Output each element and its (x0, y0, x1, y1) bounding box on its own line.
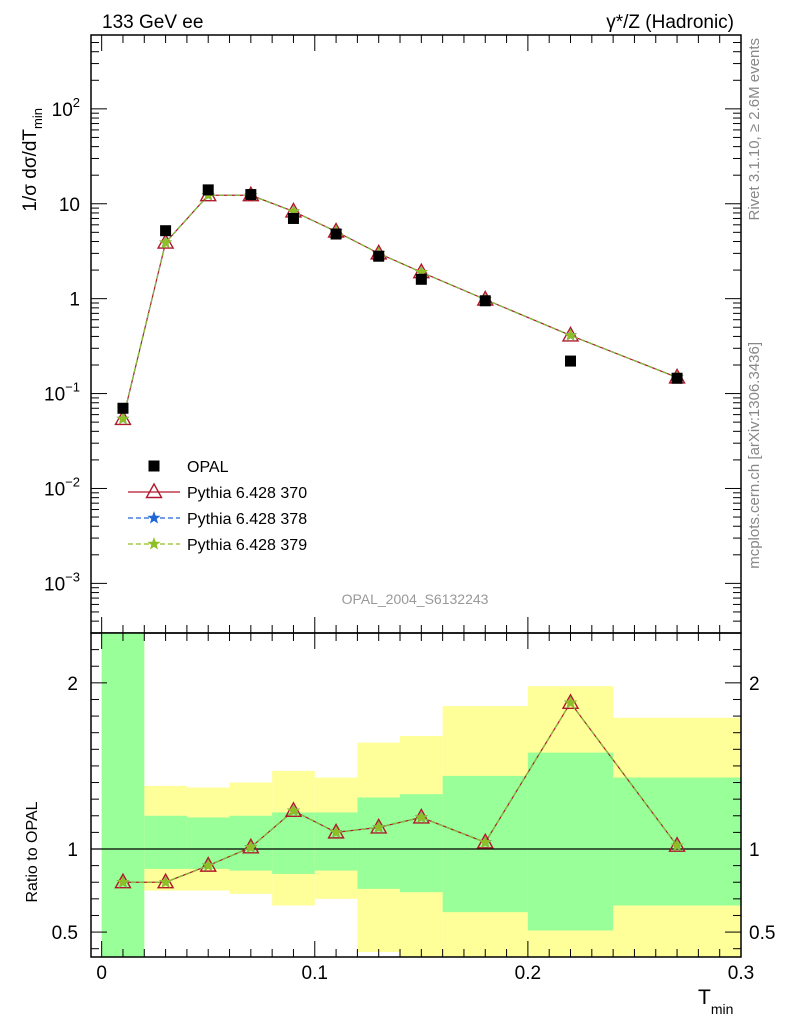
ratio-band-green (357, 797, 401, 889)
main-ylabel-sub: min (30, 108, 45, 129)
ratio-series-line (122, 701, 678, 883)
main-ytick-label: 1 (69, 290, 80, 311)
ratio-ytick-label-left: 0.5 (52, 923, 78, 944)
ratio-data-point (159, 875, 173, 888)
mcplots-label: mcplots.cern.ch [arXiv:1306.3436] (746, 342, 763, 569)
ratio-data-point (329, 825, 343, 838)
ratio-ylabel: Ratio to OPAL (24, 801, 41, 902)
main-data-point (160, 225, 172, 237)
ratio-band-green (272, 812, 315, 874)
main-data-point (563, 328, 578, 341)
main-data-point (159, 235, 173, 249)
main-data-point (373, 250, 385, 262)
main-data-point (565, 355, 577, 367)
ratio-frame (90, 632, 742, 958)
main-data-point (287, 212, 299, 224)
header-left: 133 GeV ee (102, 12, 203, 33)
ratio-data-point (244, 840, 258, 853)
ratio-ytick-label-left: 2 (67, 674, 78, 695)
ratio-data-point (372, 820, 386, 833)
main-plot: 10−3 10−2 10−1 1 10 102 (44, 34, 742, 634)
ratio-band-green (314, 812, 358, 871)
main-data-point (415, 273, 427, 285)
legend-label: Pythia 6.428 370 (187, 485, 307, 502)
main-data-point (202, 184, 214, 196)
ratio-ytick-label-right: 1 (749, 840, 760, 861)
main-series-line (122, 194, 678, 420)
xlabel-sub: min (711, 1001, 734, 1017)
main-data-point (330, 228, 342, 240)
xlabel-text: T (698, 986, 711, 1009)
ratio-xtick-label: 0 (96, 963, 107, 984)
header-right: γ*/Z (Hadronic) (606, 12, 734, 33)
ratio-plot: 0 0.1 0.2 0.3 0.5 0.5 1 1 2 2 (52, 632, 775, 984)
ratio-data-point (670, 838, 684, 852)
legend-marker (145, 482, 163, 499)
ratio-data-point (286, 803, 300, 817)
main-data-point (245, 189, 257, 201)
main-ylabel: 1/σ dσ/dTmin (20, 108, 45, 212)
ratio-band-green (144, 815, 187, 869)
ratio-data-point (414, 810, 428, 823)
legend-marker (148, 460, 160, 472)
xlabel: Tmin (698, 986, 733, 1017)
ratio-ytick-label-left: 1 (67, 840, 78, 861)
legend-label: Pythia 6.428 378 (187, 511, 307, 528)
ratio-ytick-label-right: 2 (749, 674, 760, 695)
ratio-data-point (116, 875, 130, 888)
analysis-id: OPAL_2004_S6132243 (342, 591, 489, 607)
legend-label: Pythia 6.428 379 (187, 537, 307, 554)
ratio-band-green (527, 752, 614, 931)
main-ytick-label: 10−2 (44, 474, 80, 500)
legend-marker (147, 537, 161, 550)
ratio-ytick-label-right: 0.5 (749, 923, 775, 944)
main-ytick-label: 10 (59, 195, 80, 216)
ratio-xtick-label: 0.2 (515, 963, 541, 984)
rivet-label: Rivet 3.1.10, ≥ 2.6M events (746, 38, 763, 221)
main-ytick-label: 102 (52, 95, 80, 121)
main-ytick-label: 10−1 (44, 380, 80, 406)
main-data-point (671, 372, 683, 384)
ratio-data-point (201, 858, 215, 872)
ratio-xtick-label: 0.1 (302, 963, 328, 984)
main-data-point (479, 295, 491, 307)
legend: OPAL Pythia 6.428 370 Pythia 6.428 378 Pyth… (128, 459, 307, 554)
main-data-point (117, 402, 129, 414)
ratio-xtick-label: 0.3 (728, 963, 754, 984)
main-ytick-label: 10−3 (44, 569, 80, 595)
legend-label: OPAL (187, 459, 229, 476)
main-data-point (116, 412, 130, 425)
ratio-data-point (563, 695, 578, 709)
main-ylabel-text: 1/σ dσ/dT (20, 129, 41, 212)
ratio-data-point (478, 835, 492, 848)
legend-marker (147, 511, 161, 524)
main-series-line (122, 194, 678, 420)
main-series-line (122, 194, 678, 420)
ratio-band-green (101, 633, 145, 957)
